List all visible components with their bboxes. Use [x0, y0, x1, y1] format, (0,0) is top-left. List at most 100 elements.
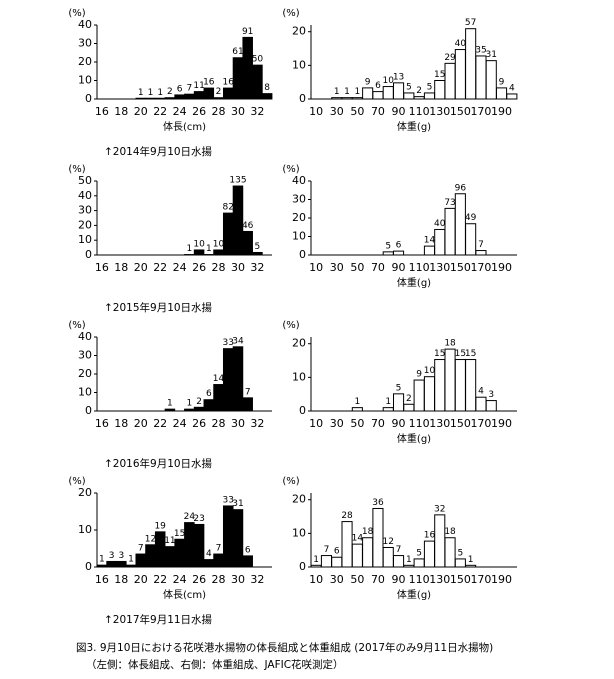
bar [242, 230, 253, 256]
y-tick-label: 10 [78, 386, 92, 399]
bar [506, 93, 518, 100]
data-label: 14 [424, 236, 436, 246]
x-tick-label: 16 [95, 261, 109, 274]
bar [164, 546, 176, 568]
x-tick-label: 50 [350, 105, 364, 118]
x-tick-label: 110 [409, 261, 430, 274]
data-label: 6 [396, 241, 402, 251]
data-label: 9 [416, 370, 422, 380]
data-label: 50 [252, 55, 264, 65]
bar [403, 403, 415, 412]
data-label: 12 [145, 534, 156, 544]
data-label: 1 [354, 87, 360, 97]
figure-caption: 図3. 9月10日における花咲港水揚物の体長組成と体重組成 (2017年のみ9月… [76, 641, 493, 654]
data-label: 4 [509, 83, 515, 93]
data-label: 46 [242, 221, 254, 231]
x-tick-label: 30 [330, 417, 344, 430]
data-label: 15 [434, 70, 445, 80]
data-label: 16 [424, 531, 436, 541]
x-tick-label: 170 [470, 573, 491, 586]
data-label: 1 [385, 397, 391, 407]
bar [393, 393, 405, 412]
bar [222, 348, 234, 412]
x-tick-label: 20 [134, 105, 148, 118]
y-tick-label: 10 [78, 523, 92, 536]
x-tick-label: 32 [250, 417, 264, 430]
data-label: 1 [334, 87, 340, 97]
date-caption: ↑2014年9月10日水揚 [104, 145, 213, 158]
bar [174, 538, 185, 568]
y-tick-label: 0 [299, 248, 306, 261]
data-label: 10 [424, 366, 436, 376]
bar [423, 245, 435, 256]
data-label: 1 [186, 244, 192, 254]
x-tick-label: 26 [192, 573, 206, 586]
bar [232, 57, 244, 100]
data-label: 18 [444, 339, 456, 349]
data-label: 1 [128, 555, 134, 565]
data-label: 14 [352, 534, 364, 544]
bar [362, 87, 374, 100]
x-tick-label: 70 [371, 105, 385, 118]
data-label: 1 [406, 555, 412, 565]
x-tick-label: 30 [330, 105, 344, 118]
y-tick-label: 0 [299, 404, 306, 417]
x-tick-label: 30 [231, 417, 245, 430]
bar [475, 250, 487, 256]
data-label: 28 [341, 511, 353, 521]
y-tick-label: 0 [85, 92, 92, 105]
bar [454, 49, 466, 100]
y-tick-label: 20 [78, 486, 92, 499]
bar [434, 80, 446, 100]
y-tick-label: 20 [78, 55, 92, 68]
x-tick-label: 110 [409, 573, 430, 586]
bar [382, 407, 394, 412]
x-tick-label: 130 [429, 261, 450, 274]
data-label: 61 [232, 47, 243, 57]
data-label: 15 [434, 349, 445, 359]
x-tick-label: 30 [330, 573, 344, 586]
figure-caption: （左側：体長組成、右側：体重組成、JAFIC花咲測定） [86, 658, 344, 671]
x-tick-label: 28 [212, 417, 226, 430]
y-tick-label: 20 [292, 493, 306, 506]
x-tick-label: 110 [409, 417, 430, 430]
x-tick-label: 90 [392, 417, 406, 430]
x-tick-label: 18 [114, 573, 128, 586]
data-label: 4 [206, 549, 212, 559]
data-label: 5 [416, 548, 422, 558]
x-tick-label: 20 [134, 261, 148, 274]
bar [242, 397, 253, 412]
data-label: 31 [486, 50, 497, 60]
y-axis-label: (%) [282, 164, 299, 175]
bar [413, 379, 425, 412]
x-tick-label: 130 [429, 417, 450, 430]
x-tick-label: 110 [409, 105, 430, 118]
x-tick-label: 22 [153, 417, 167, 430]
bar [434, 514, 446, 568]
x-tick-label: 150 [450, 105, 471, 118]
y-tick-label: 20 [78, 367, 92, 380]
data-label: 15 [465, 349, 476, 359]
x-tick-label: 24 [173, 417, 187, 430]
bar [213, 553, 224, 568]
x-tick-label: 70 [371, 261, 385, 274]
x-tick-label: 32 [250, 573, 264, 586]
y-tick-label: 20 [78, 218, 92, 231]
data-label: 18 [362, 527, 374, 537]
bar [222, 505, 234, 568]
bar [465, 28, 477, 100]
x-tick-label: 70 [371, 573, 385, 586]
data-label: 16 [203, 78, 215, 88]
y-tick-label: 10 [292, 526, 306, 539]
data-label: 5 [385, 241, 391, 251]
data-label: 82 [223, 203, 234, 213]
bar [475, 396, 487, 412]
bar [213, 249, 224, 256]
data-label: 9 [499, 77, 505, 87]
x-tick-label: 170 [470, 417, 491, 430]
data-label: 33 [223, 495, 234, 505]
x-tick-label: 150 [450, 417, 471, 430]
data-label: 1 [313, 555, 319, 565]
bar [434, 228, 446, 256]
